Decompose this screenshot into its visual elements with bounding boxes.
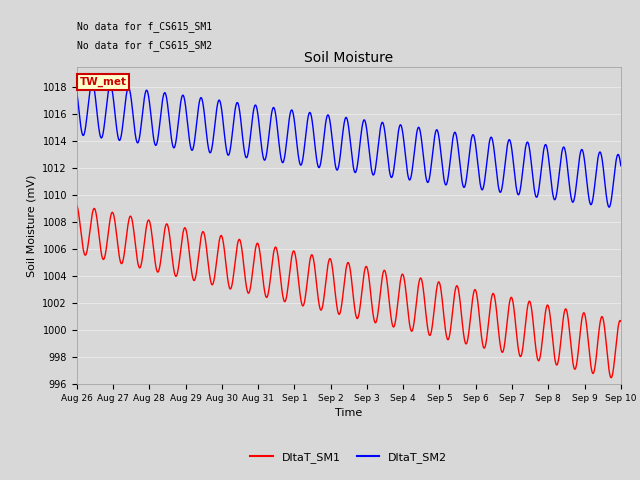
DltaT_SM1 [225, 282, 232, 288]
Text: No data for f_CS615_SM2: No data for f_CS615_SM2 [77, 40, 212, 51]
DltaT_SM2 [402, 157, 410, 163]
DltaT_SM1 [73, 203, 81, 208]
DltaT_SM1 [412, 310, 419, 316]
Line: DltaT_SM1: DltaT_SM1 [77, 205, 621, 378]
DltaT_SM2 [189, 144, 197, 150]
Legend: DltaT_SM1, DltaT_SM2: DltaT_SM1, DltaT_SM2 [246, 447, 452, 467]
DltaT_SM2 [88, 80, 96, 85]
DltaT_SM2 [565, 181, 573, 187]
DltaT_SM1 [607, 375, 615, 381]
Title: Soil Moisture: Soil Moisture [304, 51, 394, 65]
Text: TW_met: TW_met [80, 77, 127, 87]
DltaT_SM1 [565, 324, 573, 330]
Line: DltaT_SM2: DltaT_SM2 [77, 83, 621, 207]
DltaT_SM2 [605, 204, 613, 210]
DltaT_SM1 [189, 277, 197, 283]
DltaT_SM1 [617, 319, 625, 324]
X-axis label: Time: Time [335, 408, 362, 418]
DltaT_SM1 [617, 318, 625, 324]
DltaT_SM2 [225, 152, 233, 157]
DltaT_SM2 [617, 162, 625, 168]
DltaT_SM1 [402, 287, 410, 293]
DltaT_SM2 [73, 89, 81, 95]
DltaT_SM2 [617, 163, 625, 168]
Text: No data for f_CS615_SM1: No data for f_CS615_SM1 [77, 21, 212, 32]
Y-axis label: Soil Moisture (mV): Soil Moisture (mV) [27, 174, 37, 277]
DltaT_SM2 [412, 140, 419, 145]
